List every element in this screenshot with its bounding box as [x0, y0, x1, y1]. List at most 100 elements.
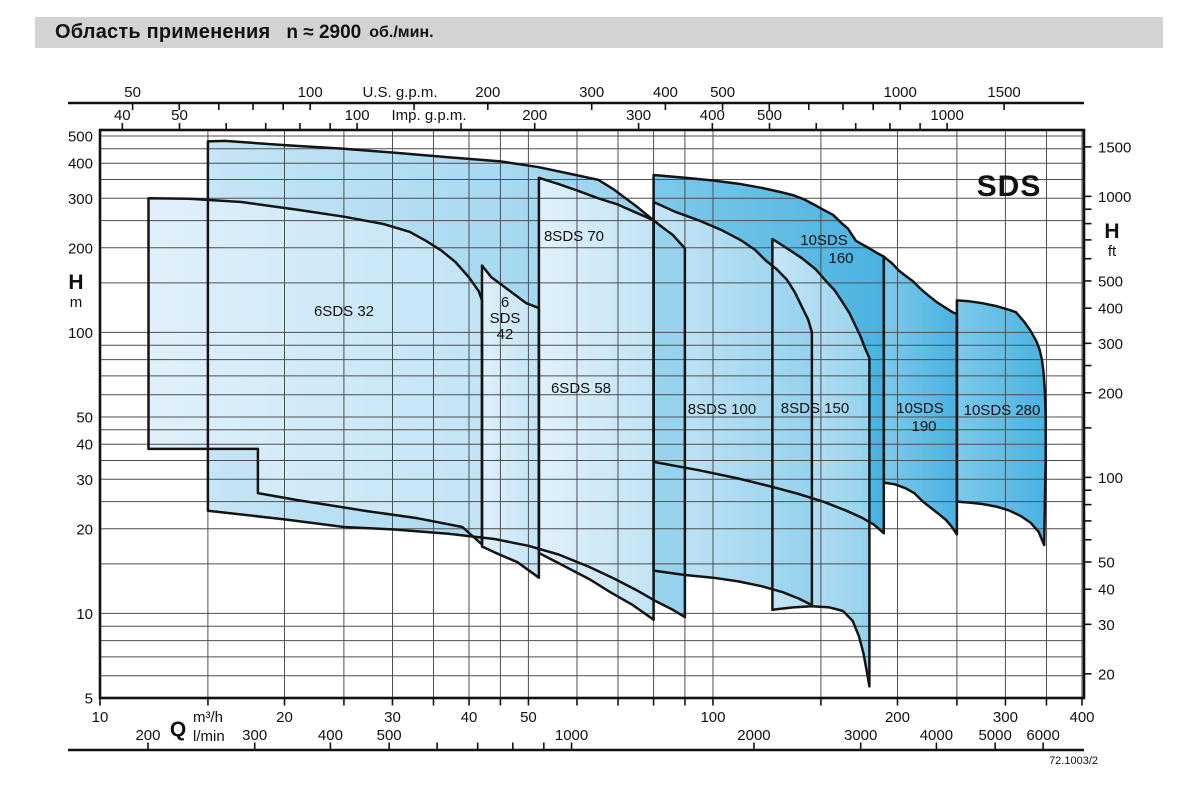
- imp-gpm-tick-label: 100: [345, 107, 370, 124]
- h-ft-tick-label: 30: [1098, 617, 1115, 634]
- imp-gpm-tick-label: 1000: [930, 107, 963, 124]
- q-lmin-tick-label: 200: [135, 727, 160, 744]
- us-gpm-axis-title: U.S. g.p.m.: [362, 84, 437, 101]
- imp-gpm-tick-label: 50: [171, 107, 188, 124]
- region-label-10sds-190: 10SDS: [896, 400, 944, 417]
- axis-q-lmin: [68, 742, 1084, 752]
- imp-gpm-tick-label: 400: [700, 107, 725, 124]
- imp-gpm-axis-title: Imp. g.p.m.: [391, 107, 466, 124]
- us-gpm-tick-label: 300: [579, 84, 604, 101]
- q-lmin-tick-label: 500: [377, 727, 402, 744]
- q-m3h-tick-label: 400: [1069, 709, 1094, 726]
- axis-h-ft: [1084, 146, 1092, 675]
- flow-unit-lmin: l/min: [193, 728, 225, 745]
- pump-speed-units: об./мин.: [369, 23, 434, 41]
- region-label-10sds-280: 10SDS 280: [964, 402, 1041, 419]
- q-lmin-tick-label: 3000: [844, 727, 877, 744]
- head-axis-symbol-left: H: [68, 271, 83, 294]
- h-m-tick-label: 30: [76, 472, 93, 489]
- q-lmin-tick-label: 4000: [920, 727, 953, 744]
- h-m-tick-label: 500: [68, 128, 93, 145]
- us-gpm-tick-label: 50: [124, 84, 141, 101]
- region-fill-6sds-58: [538, 177, 654, 620]
- series-watermark: SDS: [977, 170, 1042, 203]
- h-ft-tick-label: 500: [1098, 273, 1123, 290]
- imp-gpm-tick-label: 300: [626, 107, 651, 124]
- region-label-8sds-70: 8SDS 70: [544, 228, 604, 245]
- region-outline-6sds-32: [147, 197, 484, 546]
- h-ft-tick-label: 20: [1098, 666, 1115, 683]
- q-m3h-tick-label: 50: [520, 709, 537, 726]
- region-outline-10sds-190: [882, 255, 959, 536]
- us-gpm-tick-label: 400: [653, 84, 678, 101]
- h-ft-tick-label: 400: [1098, 301, 1123, 318]
- us-gpm-tick-label: 100: [298, 84, 323, 101]
- region-outline-8sds-150: [771, 237, 871, 688]
- h-m-tick-label: 100: [68, 325, 93, 342]
- head-axis-symbol-right: H: [1104, 220, 1119, 243]
- region-label-6sds-42: 42: [497, 326, 514, 343]
- q-m3h-tick-label: 20: [276, 709, 293, 726]
- imp-gpm-tick-label: 40: [114, 107, 131, 124]
- axis-q-m3h: [99, 698, 1083, 706]
- q-lmin-tick-label: 400: [318, 727, 343, 744]
- q-m3h-tick-label: 200: [885, 709, 910, 726]
- h-m-tick-label: 10: [76, 606, 93, 623]
- region-fill-10sds-280: [956, 300, 1046, 546]
- h-ft-tick-label: 300: [1098, 336, 1123, 353]
- axis-imp-gpm: [121, 123, 948, 130]
- q-lmin-tick-label: 5000: [978, 727, 1011, 744]
- imp-gpm-tick-label: 500: [757, 107, 782, 124]
- us-gpm-tick-label: 200: [475, 84, 500, 101]
- us-gpm-tick-label: 1500: [987, 84, 1020, 101]
- region-label-8sds-150: 8SDS 150: [781, 400, 849, 417]
- region-label-6sds-32: 6SDS 32: [314, 303, 374, 320]
- h-ft-tick-label: 100: [1098, 470, 1123, 487]
- region-outline-10sds-160: [652, 173, 886, 535]
- h-ft-tick-label: 1000: [1098, 189, 1131, 206]
- q-lmin-tick-label: 6000: [1026, 727, 1059, 744]
- region-outline-6sds-42: [480, 264, 541, 579]
- region-label-10sds-160: 160: [828, 250, 853, 267]
- q-m3h-tick-label: 40: [461, 709, 478, 726]
- page-title-bar: Область применения n ≈ 2900 об./мин.: [35, 17, 1163, 48]
- page-title: Область применения: [55, 21, 271, 43]
- region-label-6sds-58: 6SDS 58: [551, 380, 611, 397]
- q-lmin-tick-label: 2000: [737, 727, 770, 744]
- q-m3h-tick-label: 100: [700, 709, 725, 726]
- head-unit-m: m: [70, 294, 83, 311]
- imp-gpm-tick-label: 200: [522, 107, 547, 124]
- h-ft-tick-label: 50: [1098, 554, 1115, 571]
- h-ft-tick-label: 1500: [1098, 139, 1131, 156]
- region-fill-6sds-32: [148, 198, 482, 545]
- region-outline-8sds-100: [652, 200, 814, 607]
- region-fill-10sds-190: [883, 256, 957, 535]
- region-label-6sds-42: SDS: [490, 310, 521, 327]
- q-m3h-tick-label: 10: [92, 709, 109, 726]
- q-lmin-tick-label: 300: [242, 727, 267, 744]
- drawing-number: 72.1003/2: [1049, 755, 1098, 767]
- h-m-tick-label: 400: [68, 156, 93, 173]
- h-ft-tick-label: 200: [1098, 385, 1123, 402]
- region-outline-8sds-70: [206, 139, 687, 619]
- q-lmin-tick-label: 1000: [555, 727, 588, 744]
- h-m-tick-label: 300: [68, 191, 93, 208]
- h-m-tick-label: 50: [76, 409, 93, 426]
- region-fill-6sds-42: [482, 265, 539, 578]
- region-outline-6sds-58: [537, 176, 655, 621]
- h-m-tick-label: 20: [76, 521, 93, 538]
- us-gpm-tick-label: 1000: [884, 84, 917, 101]
- region-label-8sds-100: 8SDS 100: [688, 401, 756, 418]
- us-gpm-tick-label: 500: [710, 84, 735, 101]
- axis-us-gpm: [68, 101, 1084, 110]
- plot-frame: [98, 128, 1086, 700]
- region-fills: [148, 140, 1046, 687]
- h-m-tick-label: 200: [68, 240, 93, 257]
- pump-speed-value: n ≈ 2900: [286, 21, 362, 43]
- region-label-10sds-160: 10SDS: [800, 232, 848, 249]
- region-outline-10sds-280: [955, 299, 1047, 547]
- q-m3h-tick-label: 300: [993, 709, 1018, 726]
